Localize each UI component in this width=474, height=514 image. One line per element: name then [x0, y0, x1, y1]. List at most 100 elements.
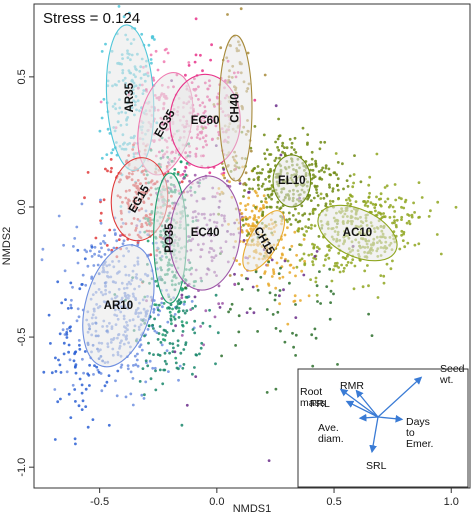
data-point: [247, 177, 251, 181]
data-point: [199, 346, 203, 350]
data-point: [311, 263, 315, 267]
data-point: [155, 331, 159, 334]
data-point: [182, 348, 186, 351]
data-point: [241, 218, 245, 222]
data-point: [274, 104, 278, 108]
data-point: [180, 180, 184, 184]
data-point: [271, 189, 275, 193]
loading-arrow: [377, 414, 404, 423]
data-point: [175, 306, 178, 310]
data-point: [209, 58, 213, 62]
data-point: [336, 184, 339, 188]
data-point: [307, 218, 311, 221]
data-point: [162, 60, 166, 64]
data-point: [379, 274, 383, 277]
data-point: [141, 367, 145, 370]
data-point: [82, 371, 85, 375]
data-point: [242, 223, 245, 227]
data-point: [235, 259, 239, 262]
data-point: [311, 260, 314, 264]
data-point: [176, 300, 180, 303]
data-point: [100, 116, 104, 120]
data-point: [226, 179, 229, 183]
data-point: [221, 302, 224, 305]
data-point: [312, 246, 316, 250]
data-point: [238, 262, 242, 266]
data-point: [333, 264, 337, 268]
data-point: [237, 314, 241, 318]
data-point: [201, 321, 205, 325]
data-point: [314, 276, 318, 280]
data-point: [134, 363, 138, 367]
data-point: [78, 287, 82, 291]
data-point: [160, 301, 164, 305]
data-point: [325, 194, 329, 198]
data-point: [198, 352, 201, 356]
data-point: [89, 249, 92, 253]
data-point: [379, 203, 382, 207]
data-point: [255, 220, 259, 224]
data-point: [317, 235, 321, 238]
data-point: [242, 239, 246, 242]
data-point: [103, 234, 106, 238]
data-point: [392, 215, 396, 219]
data-point: [244, 204, 247, 208]
data-point: [242, 195, 245, 198]
data-point: [53, 388, 57, 391]
data-point: [439, 252, 443, 256]
data-point: [310, 223, 313, 227]
data-point: [81, 399, 85, 403]
data-point: [349, 194, 353, 198]
data-point: [179, 351, 183, 355]
data-point: [193, 60, 197, 64]
data-point: [393, 219, 396, 223]
data-point: [279, 266, 282, 270]
data-point: [210, 43, 214, 47]
data-point: [163, 368, 167, 372]
data-point: [61, 321, 65, 325]
data-point: [253, 125, 257, 128]
data-point: [328, 185, 331, 189]
data-point: [394, 198, 398, 202]
data-point: [56, 280, 60, 284]
data-point: [112, 246, 116, 250]
data-point: [313, 255, 317, 258]
data-point: [247, 190, 251, 194]
loading-label: RMR: [340, 380, 364, 392]
data-point: [397, 196, 401, 200]
data-point: [133, 354, 137, 358]
data-point: [311, 168, 315, 172]
data-point: [294, 274, 297, 278]
data-point: [69, 303, 73, 307]
data-point: [240, 273, 244, 277]
data-point: [110, 166, 113, 170]
data-point: [245, 311, 249, 314]
data-point: [317, 170, 321, 173]
data-point: [76, 261, 80, 265]
data-point: [379, 197, 383, 201]
data-point: [157, 313, 160, 317]
data-point: [263, 188, 267, 192]
data-point: [301, 126, 305, 130]
data-point: [368, 175, 372, 179]
data-point: [182, 177, 186, 180]
data-point: [283, 259, 287, 263]
data-point: [251, 187, 255, 191]
data-point: [268, 291, 272, 295]
data-point: [286, 220, 289, 224]
data-point: [117, 5, 121, 8]
data-point: [274, 387, 278, 391]
data-point: [96, 263, 100, 267]
data-point: [239, 202, 243, 205]
data-point: [88, 363, 91, 367]
data-point: [144, 359, 148, 363]
data-point: [412, 201, 415, 205]
data-point: [314, 164, 318, 168]
data-point: [436, 200, 440, 204]
axes-layer: -0.5 0.0 0.5 1.0 -1.0 -0.5 0.0 0.5: [16, 69, 459, 508]
data-point: [138, 380, 142, 383]
data-point: [165, 47, 168, 51]
data-point: [173, 317, 177, 321]
data-point: [126, 364, 130, 367]
